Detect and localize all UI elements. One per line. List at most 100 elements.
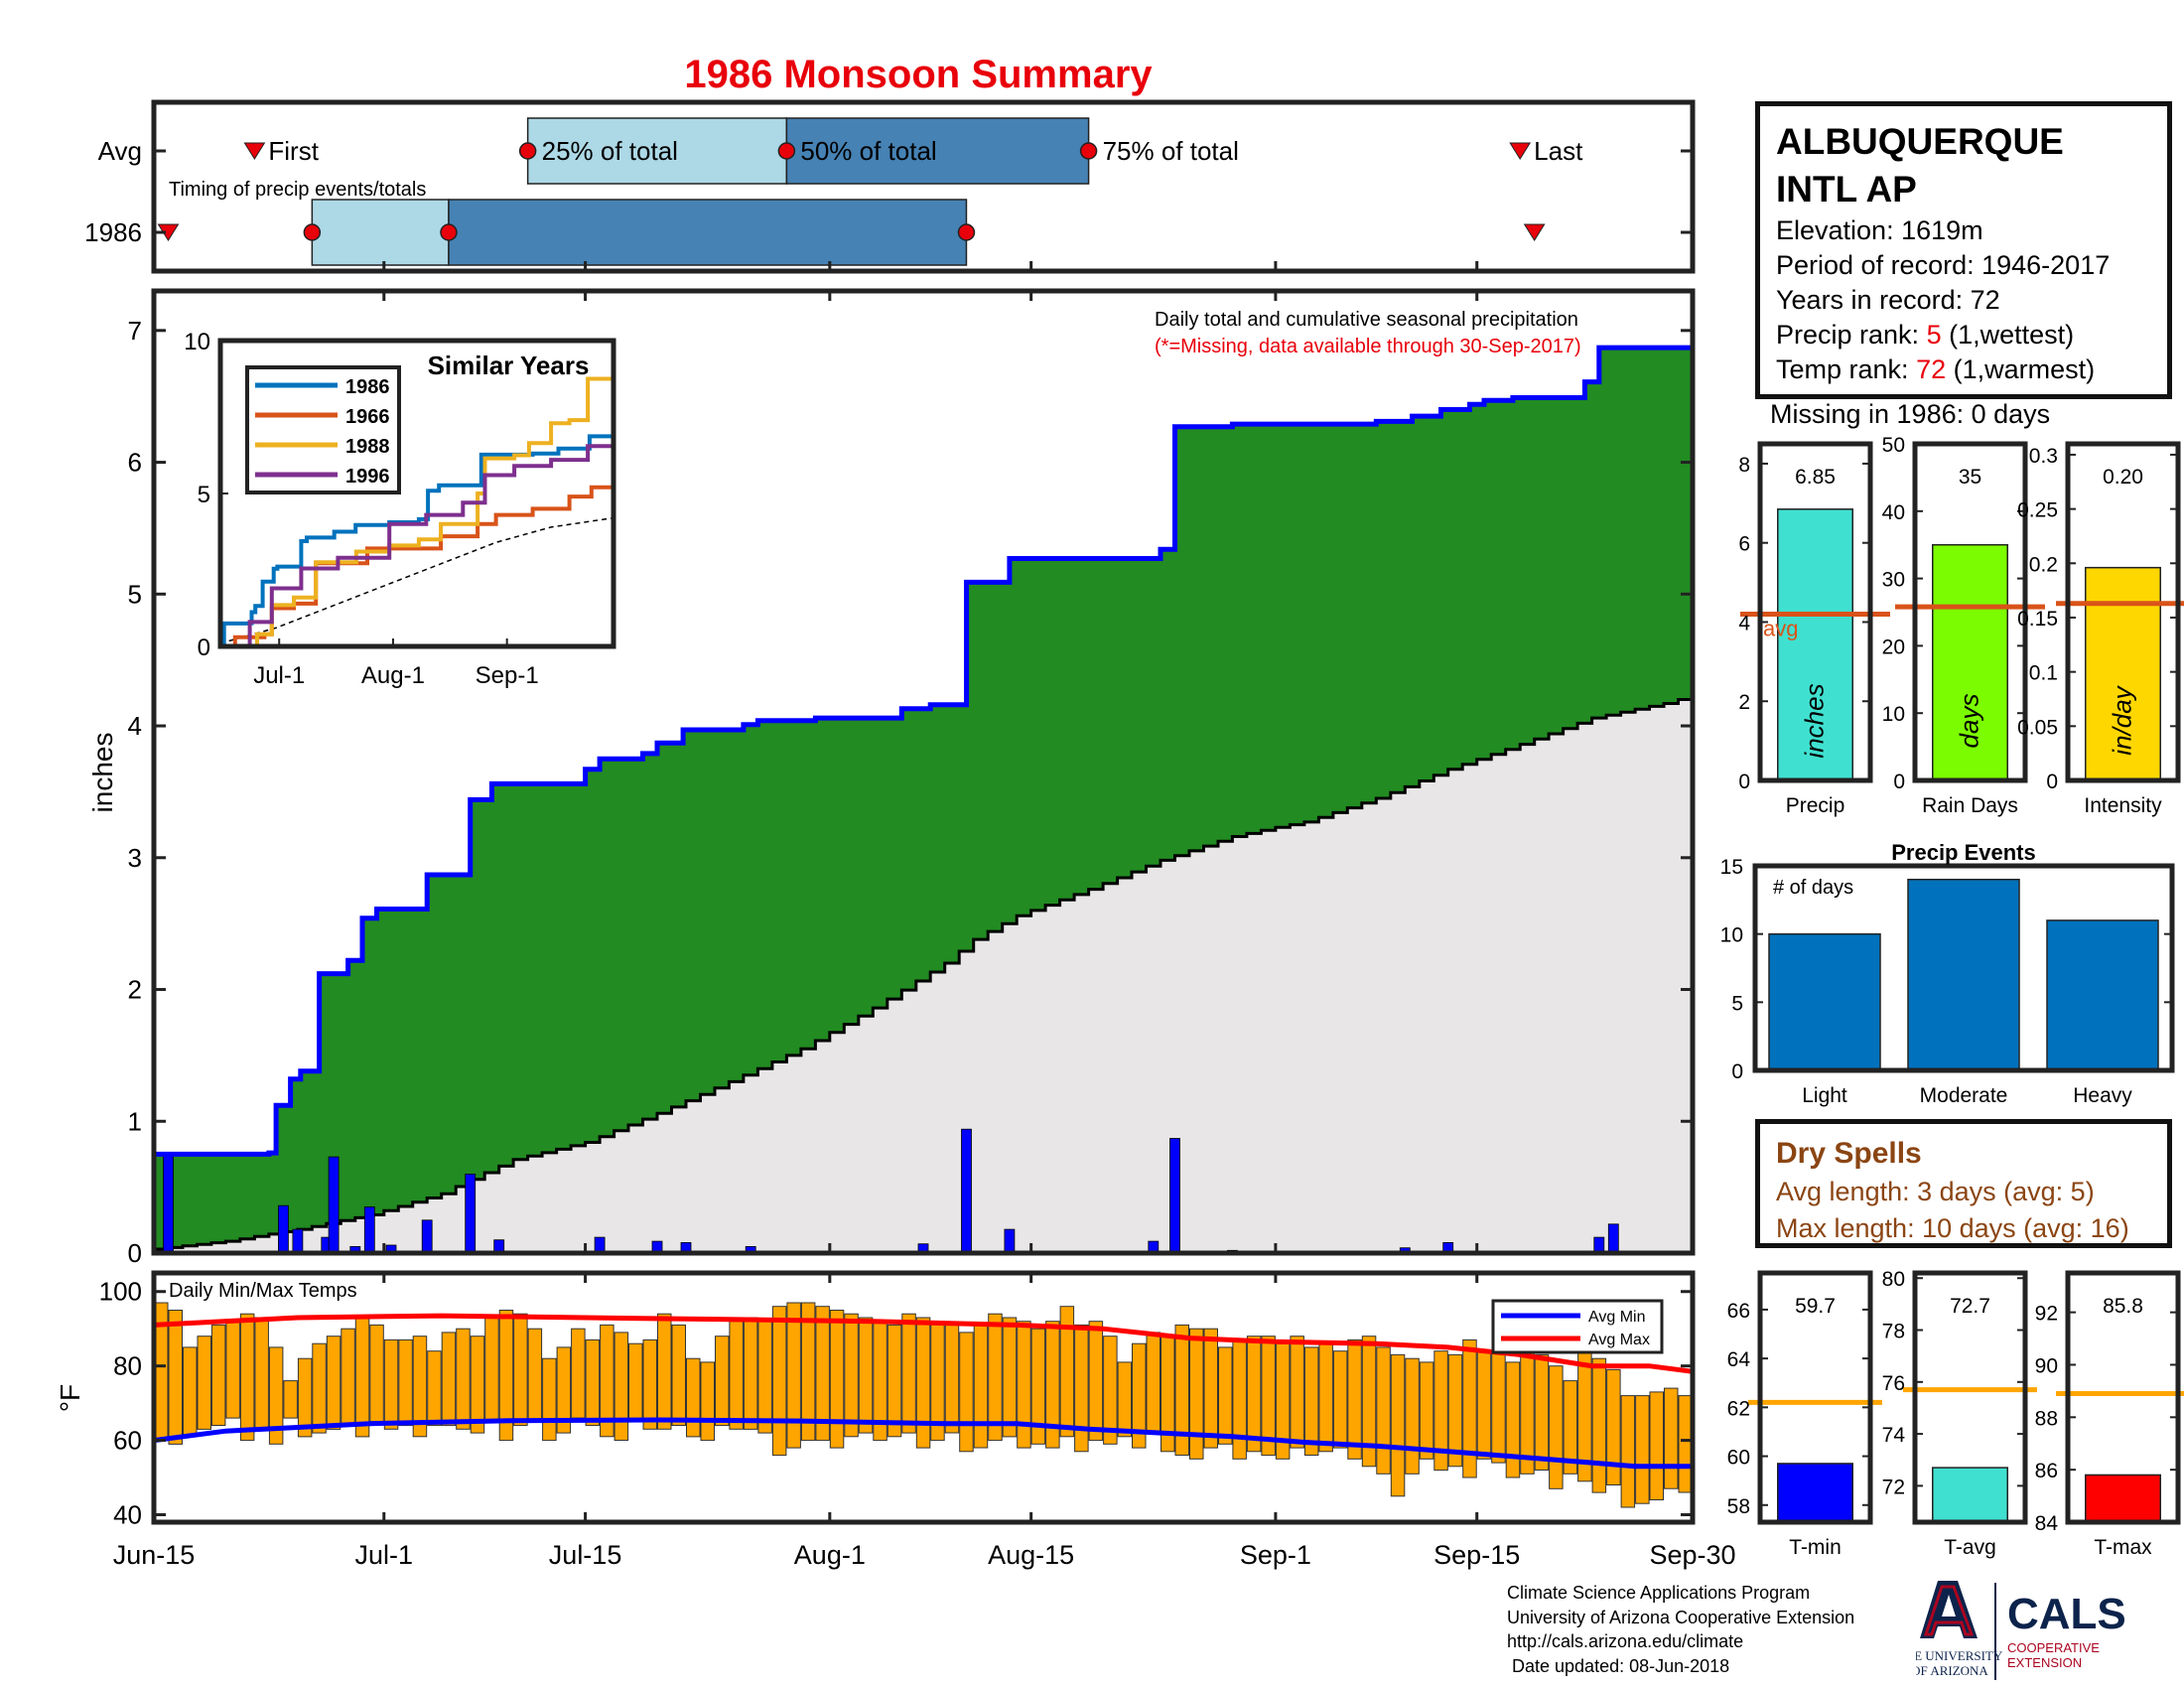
temp-rank-note: (1,warmest) — [1946, 354, 2096, 384]
stat-y-tick-label: 90 — [2035, 1354, 2058, 1377]
stat-y-tick-label: 0.1 — [2029, 662, 2058, 685]
daily-temp-bar — [571, 1328, 586, 1419]
y-tick-label: 1 — [128, 1106, 142, 1136]
stat-y-tick-label: 0.05 — [2017, 716, 2058, 739]
inset-x-tick-label: Aug-1 — [361, 662, 425, 689]
inset-y-tick-label: 0 — [198, 634, 210, 661]
temp-rank-value: 72 — [1916, 354, 1947, 384]
date-axis-label: Sep-30 — [1649, 1540, 1735, 1570]
daily-temp-bar — [757, 1321, 772, 1434]
daily-temp-bar — [312, 1342, 327, 1434]
stat-value-label: 35 — [1959, 466, 1981, 489]
daily-temp-bar — [225, 1321, 240, 1419]
daily-temp-bar — [1074, 1324, 1089, 1453]
y-tick-label: 3 — [128, 843, 142, 873]
daily-temp-bar — [901, 1313, 916, 1434]
event-category-label: Moderate — [1920, 1084, 2008, 1107]
stat-category-label: Intensity — [2084, 794, 2162, 817]
station-info-box: ALBUQUERQUE INTL AP Elevation: 1619m Per… — [1755, 101, 2172, 399]
daily-temp-bar — [498, 1310, 514, 1442]
temp-y-tick-label: 100 — [99, 1277, 142, 1307]
y-tick-label: 4 — [128, 711, 142, 741]
stat-bar-t-min — [1777, 1463, 1853, 1523]
daily-temp-bar — [1203, 1328, 1218, 1449]
event-bar-heavy — [2046, 919, 2159, 1071]
stat-panel-frame — [1912, 1270, 2028, 1525]
temp-y-tick-label: 60 — [113, 1426, 142, 1456]
timing-avg-marker-p25 — [518, 142, 537, 160]
daily-temp-bar — [959, 1332, 974, 1453]
stat-y-tick-label: 10 — [1882, 703, 1905, 726]
daily-temp-bar — [800, 1302, 816, 1442]
similar-series-1988 — [220, 367, 615, 648]
daily-temp-bar — [1103, 1336, 1118, 1445]
daily-temp-bar — [1088, 1321, 1104, 1442]
timing-label-75: 75% of total — [1103, 136, 1239, 166]
timing-label-last: Last — [1534, 136, 1583, 166]
stat-category-label: Precip — [1786, 794, 1845, 817]
daily-temp-bar — [858, 1317, 874, 1434]
daily-temp-bar — [729, 1321, 744, 1430]
daily-temp-bar — [556, 1346, 572, 1434]
daily-temp-bar — [1620, 1395, 1636, 1508]
daily-temp-bar — [700, 1361, 715, 1442]
event-category-label: Light — [1802, 1084, 1847, 1107]
daily-temp-bar — [326, 1336, 341, 1430]
coop-text-1: COOPERATIVE — [2007, 1640, 2100, 1655]
temp-y-label: °F — [55, 1384, 85, 1412]
inset-y-tick-label: 5 — [198, 482, 210, 508]
timing-subtitle: Timing of precip events/totals — [169, 179, 426, 201]
daily-temp-bar — [1390, 1353, 1406, 1497]
daily-temp-bar — [1045, 1321, 1060, 1449]
daily-temp-bar — [1017, 1321, 1031, 1449]
precip-note-missing: (*=Missing, data available through 30-Se… — [1155, 336, 1581, 357]
daily-temp-bar — [786, 1302, 801, 1449]
stat-bar-precip — [1777, 508, 1853, 781]
stat-y-tick-label: 62 — [1727, 1397, 1750, 1420]
precip-rank-label: Precip rank: — [1776, 320, 1927, 350]
stat-value-label: 85.8 — [2103, 1295, 2143, 1318]
average-precip-line — [154, 695, 1695, 1251]
daily-temp-bar — [1649, 1391, 1664, 1501]
daily-temp-bar — [614, 1332, 629, 1442]
daily-temp-bar — [1261, 1336, 1276, 1457]
stat-panel-frame — [1757, 441, 1873, 783]
stat-avg-label: avg — [1763, 616, 1798, 640]
cals-logo-text: CALS — [2007, 1590, 2126, 1638]
average-precip-area — [154, 695, 1693, 1253]
missing-days: Missing in 1986: 0 days — [1770, 399, 2051, 429]
temp-legend — [1491, 1299, 1664, 1354]
daily-temp-bar — [585, 1338, 601, 1427]
daily-temp-bar — [1591, 1357, 1607, 1493]
avg-max-temp-line — [153, 1313, 1694, 1374]
event-y-tick-label: 10 — [1720, 924, 1743, 947]
daily-temp-bar — [484, 1317, 499, 1423]
stat-y-tick-label: 80 — [1882, 1268, 1905, 1291]
daily-temp-bar — [815, 1306, 830, 1442]
precip-rank: Precip rank: 5 (1,wettest) — [1776, 318, 2151, 352]
temp-panel-frame — [151, 1270, 1696, 1525]
stat-y-tick-label: 40 — [1882, 501, 1905, 524]
daily-temp-bar — [1059, 1306, 1075, 1438]
timing-avg-marker-p75 — [1079, 142, 1098, 160]
similar-series-1996 — [220, 444, 615, 648]
daily-temp-bar — [1361, 1336, 1377, 1468]
similar-legend-label: 1966 — [345, 406, 390, 428]
inset-y-tick-label: 10 — [184, 329, 210, 355]
legend-avg-max-label: Avg Max — [1588, 1332, 1650, 1348]
daily-temp-bar — [628, 1342, 643, 1423]
stat-y-tick-label: 86 — [2035, 1460, 2058, 1482]
stat-bar-t-avg — [1932, 1467, 2008, 1523]
stat-y-tick-label: 2 — [1738, 691, 1750, 714]
daily-temp-bar — [456, 1328, 471, 1430]
date-axis-label: Sep-1 — [1240, 1540, 1311, 1570]
stat-panel-frame — [1757, 1270, 1873, 1525]
daily-temp-bar — [1405, 1357, 1420, 1475]
precip-rank-value: 5 — [1926, 320, 1942, 350]
stat-panel-frame — [1912, 441, 2028, 783]
timing-avg-triangle-first — [243, 142, 266, 160]
daily-temp-bar — [197, 1336, 211, 1430]
event-category-label: Heavy — [2073, 1084, 2132, 1107]
daily-temp-bar — [973, 1324, 989, 1449]
